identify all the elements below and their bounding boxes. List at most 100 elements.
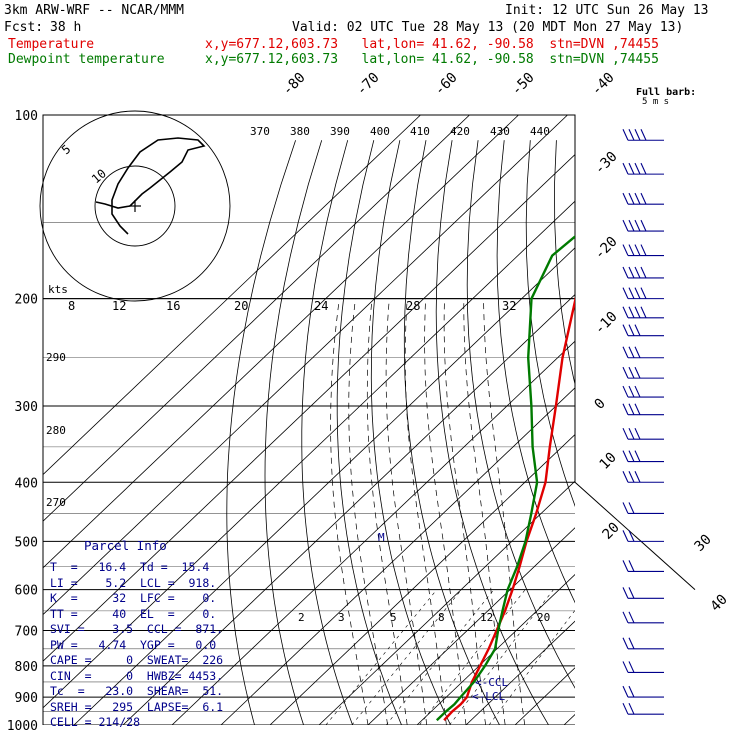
- mixing-ratio-label: 3: [338, 611, 345, 624]
- parcel-level-marker: <-CCL: [475, 676, 508, 689]
- wind-barb-flag: [640, 162, 647, 175]
- wind-barb-flag: [628, 427, 635, 440]
- wind-barb: [622, 450, 664, 463]
- wind-barb-flag: [628, 702, 635, 715]
- wind-barb-flag: [628, 661, 635, 673]
- wind-barb-flag: [628, 219, 635, 232]
- temperature-legend-info: x,y=677.12,603.73 lat,lon= 41.62, -90.58…: [205, 37, 659, 52]
- theta-label: 430: [490, 125, 510, 138]
- dry-adiabat: [661, 140, 740, 738]
- wind-barb-flag: [622, 471, 629, 483]
- wind-barb: [622, 403, 664, 416]
- moist-adiabat: [348, 298, 388, 725]
- isotherm-label: -80: [280, 70, 309, 99]
- wind-barb: [622, 637, 664, 650]
- wind-barb-flag: [628, 306, 635, 319]
- mixing-ratio-label: 12: [480, 611, 493, 624]
- hodograph-ring-label: 5: [59, 142, 74, 157]
- moist-adiabat: [404, 298, 447, 725]
- wind-barb-flag: [622, 129, 629, 141]
- forecast-label: Fcst:: [4, 20, 44, 35]
- wind-barb-flag: [640, 306, 647, 319]
- wind-barb-flag: [634, 427, 641, 440]
- wind-barb-flag: [634, 219, 641, 232]
- wind-barb-flag: [622, 366, 629, 379]
- dry-adiabat: [687, 140, 740, 738]
- init-time: Init: 12 UTC Sun 26 May 13: [505, 3, 709, 18]
- isotherm: [43, 115, 568, 616]
- theta-label: 380: [290, 125, 310, 138]
- theta-e-label: 280: [46, 424, 66, 437]
- isotherm: [416, 573, 575, 725]
- temperature-legend-label: Temperature: [8, 37, 95, 52]
- wind-barb-flag: [628, 385, 635, 398]
- wind-barb-flag: [622, 685, 629, 698]
- isotherm: [43, 115, 470, 522]
- wind-barb-flag: [622, 427, 629, 440]
- wind-barb-flag: [634, 129, 641, 141]
- parcel-info-row: TT = 40 EL = 0.: [50, 606, 217, 621]
- parcel-info-row: PW = 4.74 YGP = 0.0: [50, 637, 217, 652]
- wind-barb: [622, 266, 664, 279]
- isotherm-label: 30: [692, 532, 715, 555]
- hodograph-speed-label: 16: [166, 299, 180, 313]
- parcel-info-row: CELL = 214/28: [50, 715, 141, 729]
- wind-barb-flag: [634, 244, 641, 256]
- mixing-ratio-label: 8: [438, 611, 445, 624]
- isotherm-label: -40: [589, 70, 618, 99]
- wind-barb-flag: [622, 324, 629, 336]
- wind-barb-flag: [634, 192, 641, 205]
- hodograph-ring-label: 10: [89, 166, 109, 186]
- wind-barb: [622, 471, 664, 483]
- isotherm-label: -10: [592, 309, 621, 338]
- wind-barb-flag: [628, 192, 635, 205]
- wind-barb-flag: [622, 661, 629, 673]
- valid-time: Valid: 02 UTC Tue 28 May 13 (20 MDT Mon …: [292, 20, 684, 35]
- isotherm: [465, 620, 575, 725]
- wind-barb: [622, 324, 664, 337]
- mixing-ratio-label: 20: [537, 611, 550, 624]
- wind-barb: [622, 219, 664, 232]
- wind-barb-flag: [628, 346, 635, 358]
- theta-label: 390: [330, 125, 350, 138]
- wind-barb-flag: [622, 266, 629, 279]
- hodograph-speed-label: 12: [112, 299, 126, 313]
- wind-barb-flag: [628, 129, 635, 141]
- pressure-label: 1000: [7, 719, 38, 734]
- wind-barb-flag: [634, 403, 641, 415]
- wind-barb: [622, 385, 664, 398]
- wind-barb-flag: [622, 560, 629, 572]
- parcel-info-row: CIN = 0 HWBZ= 4453.: [50, 668, 224, 683]
- wind-barb: [622, 427, 664, 440]
- right-axis-slant: [574, 481, 696, 591]
- isotherm: [43, 115, 519, 569]
- wind-barb-flag: [628, 403, 635, 415]
- wind-barb-legend: Full barb:: [636, 87, 696, 98]
- mixing-ratio-label: 2: [298, 611, 305, 624]
- wind-barb-flag: [622, 502, 629, 514]
- pressure-label: 400: [15, 476, 38, 491]
- wind-barb-flag: [628, 366, 635, 379]
- parcel-info-panel: Parcel Info T = 16.4 Td = 15.4 LI = 5.2 L…: [44, 538, 234, 729]
- theta-label: 420: [450, 125, 470, 138]
- mixing-ratio-line: [351, 589, 462, 725]
- wind-barb-flag: [628, 450, 635, 462]
- wind-barb-flag: [622, 403, 629, 415]
- wind-barb: [622, 306, 664, 319]
- wind-barb-flag: [628, 324, 635, 336]
- wind-barb-flag: [622, 219, 629, 232]
- wind-barb: [622, 502, 664, 515]
- wind-barb: [622, 587, 664, 599]
- wind-barb-flag: [628, 502, 635, 514]
- wind-barb: [622, 346, 664, 359]
- isotherm: [43, 153, 575, 662]
- dewpoint-legend-label: Dewpoint temperature: [8, 52, 165, 67]
- wind-barb-flag: [622, 192, 629, 205]
- isotherm-label: 10: [597, 450, 620, 473]
- pressure-label: 800: [15, 660, 38, 675]
- wind-barb-flag: [628, 685, 635, 698]
- isotherm-label: -70: [354, 70, 383, 99]
- theta-label: 370: [250, 125, 270, 138]
- theta-label: 440: [530, 125, 550, 138]
